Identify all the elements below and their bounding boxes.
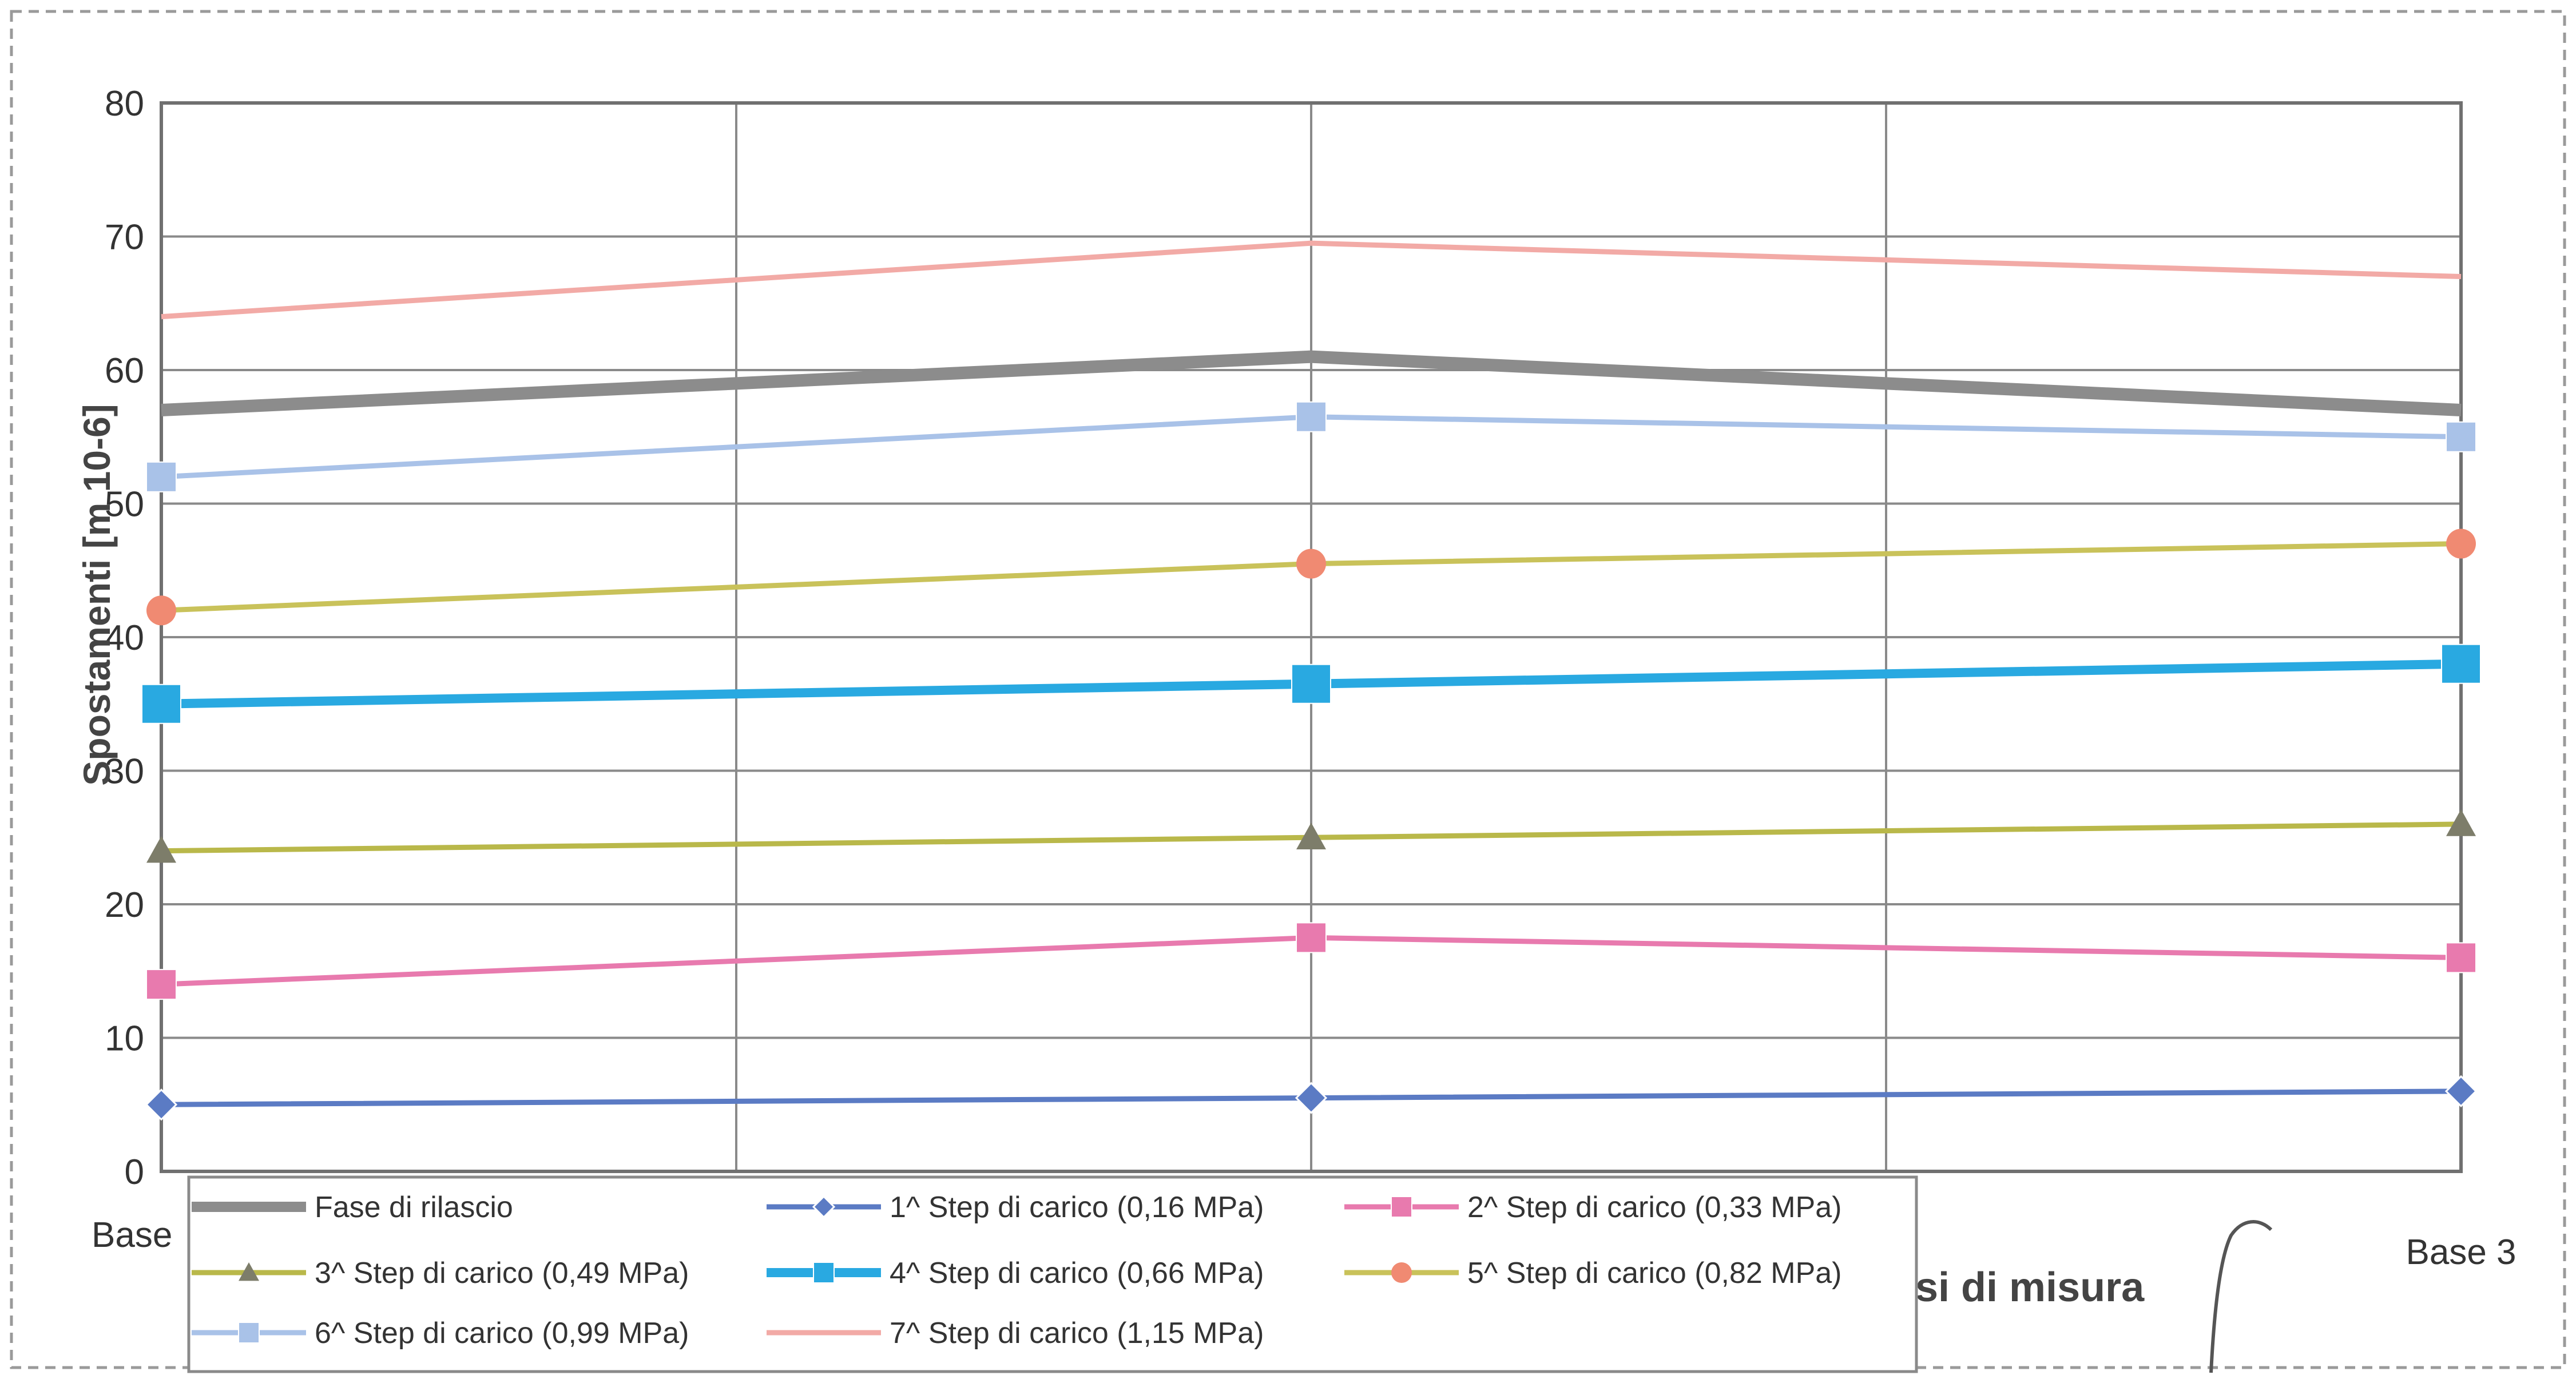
- data-point: [146, 461, 177, 492]
- y-tick-label: 0: [125, 1153, 144, 1192]
- data-point: [1296, 549, 1326, 579]
- data-point: [146, 595, 176, 626]
- data-point: [1295, 1082, 1328, 1114]
- data-point: [1391, 1262, 1412, 1283]
- y-axis-ticks: 0 10 20 30 40 50 60 70 80: [105, 84, 144, 1192]
- data-point: [812, 1195, 836, 1219]
- data-point: [2441, 643, 2481, 684]
- legend-label: 7^ Step di carico (1,15 MPa): [890, 1317, 1264, 1350]
- handwritten-mark: [2209, 1220, 2273, 1373]
- x-tick-label-last: Base 3: [2406, 1233, 2516, 1272]
- series-line: [161, 350, 2462, 417]
- y-tick-label: 20: [105, 885, 144, 925]
- legend-label: 6^ Step di carico (0,99 MPa): [315, 1317, 689, 1350]
- data-point: [1296, 401, 1327, 432]
- data-point: [239, 1262, 259, 1281]
- legend-label: 3^ Step di carico (0,49 MPa): [315, 1257, 689, 1290]
- grid: [161, 102, 2461, 1173]
- legend-label: 2^ Step di carico (0,33 MPa): [1467, 1191, 1841, 1224]
- y-tick-label: 80: [105, 84, 144, 124]
- legend-label: Fase di rilascio: [315, 1191, 513, 1224]
- data-point: [238, 1322, 260, 1344]
- y-tick-label: 60: [105, 351, 144, 391]
- legend-box: [187, 1175, 1918, 1373]
- y-tick-label: 50: [105, 485, 144, 524]
- y-tick-label: 40: [105, 618, 144, 658]
- y-tick-label: 30: [105, 752, 144, 792]
- data-point: [1291, 663, 1331, 704]
- x-axis-label: si di misura: [1915, 1265, 2145, 1310]
- data-point: [1296, 822, 1326, 850]
- data-point: [145, 1088, 178, 1121]
- y-axis-label: Spostamenti [m 10-6]: [76, 404, 118, 785]
- series-markers: [141, 401, 2481, 1121]
- x-tick-label-first: Base: [92, 1215, 172, 1255]
- page-frame: [10, 10, 2566, 1369]
- data-point: [141, 683, 181, 724]
- data-point: [2446, 528, 2476, 559]
- data-point: [1296, 922, 1327, 953]
- legend-label: 4^ Step di carico (0,66 MPa): [890, 1257, 1264, 1290]
- series-line: [161, 240, 2462, 320]
- data-point: [146, 836, 176, 863]
- data-point: [2444, 1075, 2478, 1108]
- data-point: [813, 1262, 835, 1283]
- y-tick-label: 10: [105, 1019, 144, 1059]
- plot-area-border: [160, 101, 2463, 1173]
- data-point: [2446, 421, 2476, 452]
- data-point: [2446, 942, 2476, 973]
- data-point: [146, 969, 177, 1000]
- legend-label: 1^ Step di carico (0,16 MPa): [890, 1191, 1264, 1224]
- y-tick-label: 70: [105, 218, 144, 257]
- legend: Fase di rilascio 1^ Step di carico (0,16 …: [192, 1191, 1841, 1350]
- data-point: [2446, 809, 2476, 836]
- data-point: [1391, 1196, 1412, 1218]
- legend-label: 5^ Step di carico (0,82 MPa): [1467, 1257, 1841, 1290]
